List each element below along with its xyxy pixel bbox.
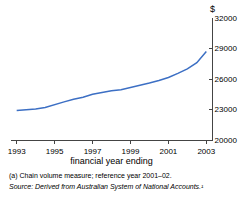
svg-text:$: $ [210, 4, 215, 14]
svg-text:1993: 1993 [8, 147, 26, 156]
svg-text:Source: Derived from Australia: Source: Derived from Australian System o… [9, 183, 204, 191]
svg-text:1999: 1999 [122, 147, 140, 156]
svg-text:1995: 1995 [46, 147, 64, 156]
svg-text:2001: 2001 [159, 147, 177, 156]
svg-text:26000: 26000 [215, 75, 238, 84]
svg-text:29000: 29000 [215, 44, 238, 53]
svg-text:32000: 32000 [215, 14, 238, 23]
svg-text:1997: 1997 [84, 147, 102, 156]
svg-text:financial year ending: financial year ending [70, 156, 153, 166]
svg-text:(a) Chain volume measure; refe: (a) Chain volume measure; reference year… [9, 172, 172, 180]
svg-text:23000: 23000 [215, 105, 238, 114]
svg-text:20000: 20000 [215, 136, 238, 145]
svg-text:2003: 2003 [197, 147, 215, 156]
